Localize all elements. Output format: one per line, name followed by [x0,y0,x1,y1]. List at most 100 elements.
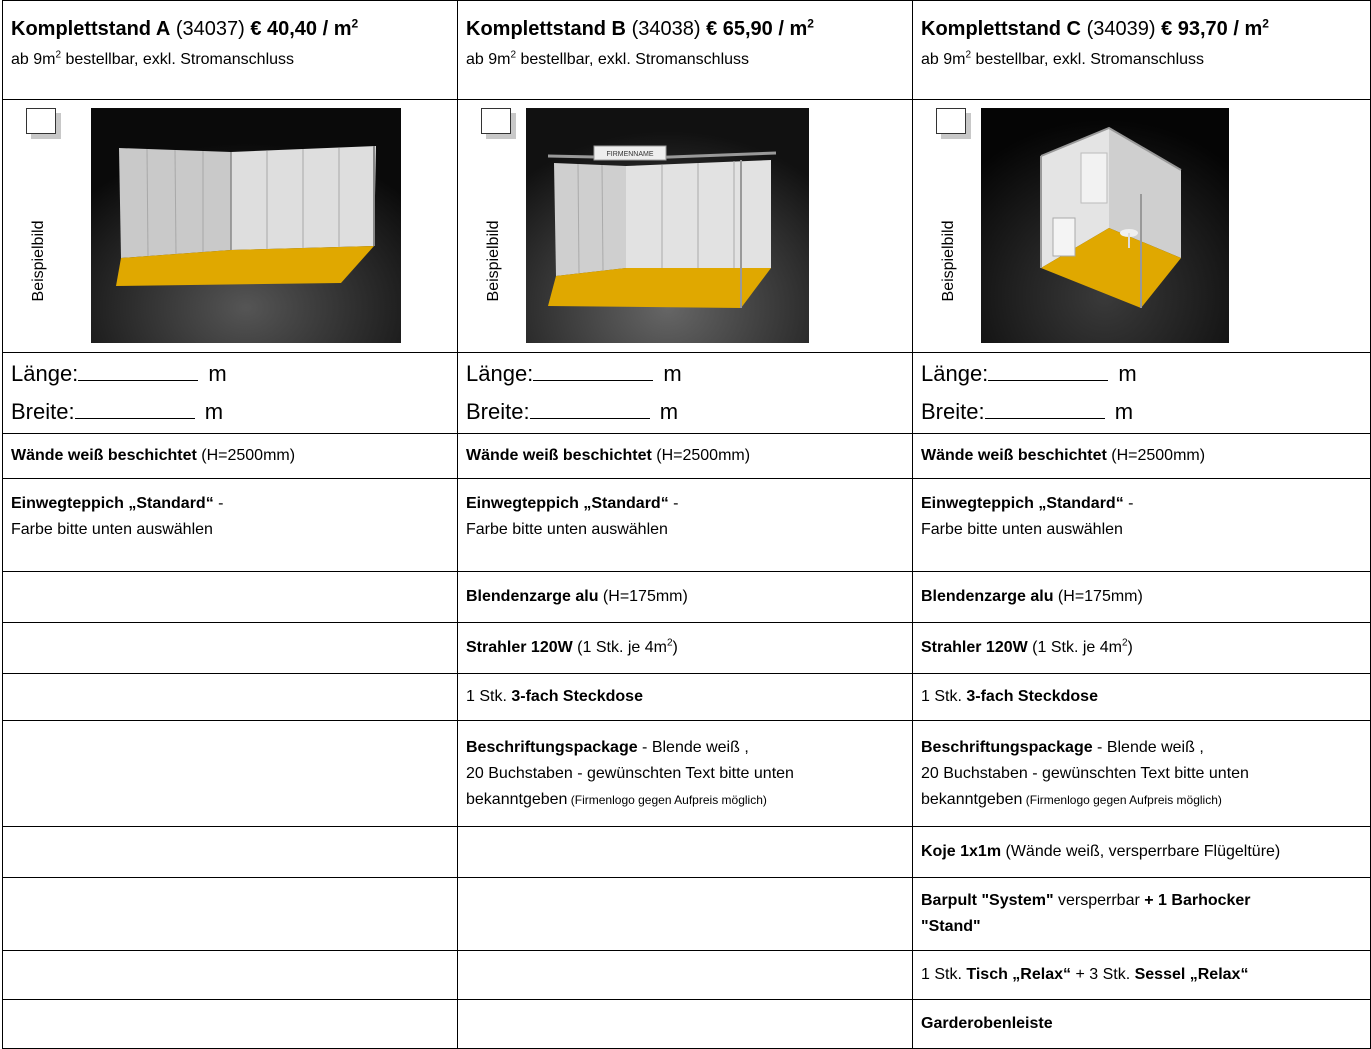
stand-a-header: Komplettstand A (34037) € 40,40 / m2 ab … [2,0,458,100]
chairs-qty: + 3 Stk. [1071,966,1135,983]
stand-a-dimensions: Länge: m Breite: m [2,352,458,434]
coat-rack-cell: Garderobenleiste [912,999,1371,1049]
bar-counter-row: Barpult "System" versperrbar + 1 Barhock… [2,877,1371,951]
image-row: Beispielbild [2,99,1371,353]
lettering-cell: Beschriftungspackage - Blende weiß , 20 … [912,720,1371,827]
coat-rack-row: Garderobenleiste [2,999,1371,1049]
carpet-title: Einwegteppich „Standard“ [466,495,669,512]
lettering-title: Beschriftungspackage [466,738,638,756]
strahler-note: (1 Stk. je 4m [572,639,667,656]
stand-code: (34039) [1086,18,1156,40]
min-size-sup: 2 [510,49,517,61]
blende-title: Blendenzarge alu [466,588,599,605]
min-size-sup: 2 [965,49,972,61]
coat-rack-title: Garderobenleiste [921,1015,1053,1032]
blende-row: Blendenzarge alu (H=175mm) Blendenzarge … [2,571,1371,623]
empty-cell [2,877,458,951]
stand-code: (34037) [175,18,245,40]
stand-c-checkbox[interactable] [936,108,966,134]
carpet-note: Farbe bitte unten auswählen [466,521,668,538]
bar-stool-title: + 1 Barhocker [1144,892,1251,909]
blende-title: Blendenzarge alu [921,588,1054,605]
cabin-title: Koje 1x1m [921,843,1002,860]
stand-a-photo [91,108,401,343]
table-title: Tisch „Relax“ [966,966,1071,983]
empty-cell [2,673,458,721]
lettering-note: 20 Buchstaben - gewünschten Text bitte u… [466,764,794,782]
empty-cell [2,720,458,827]
stand-price: € 65,90 / m [706,18,808,40]
walls-height: (H=2500mm) [1106,447,1206,464]
socket-title: 3-fach Steckdose [966,688,1098,705]
length-label: Länge: [921,361,989,386]
socket-qty: 1 Stk. [466,688,512,705]
width-field[interactable] [74,398,195,419]
price-unit-sup: 2 [1262,16,1269,31]
walls-row: Wände weiß beschichtet (H=2500mm) Wände … [2,433,1371,479]
width-label: Breite: [11,399,75,424]
min-size-sup: 2 [55,49,62,61]
length-field[interactable] [533,360,654,381]
price-unit-sup: 2 [807,16,814,31]
lettering-title: Beschriftungspackage [921,738,1093,756]
strahler-row: Strahler 120W (1 Stk. je 4m2) Strahler 1… [2,622,1371,674]
carpet-note: Farbe bitte unten auswählen [11,521,213,538]
carpet-dash: - [668,495,679,512]
stand-b-checkbox[interactable] [481,108,511,134]
stand-b-header: Komplettstand B (34038) € 65,90 / m2 ab … [457,0,913,100]
carpet-dash: - [1123,495,1134,512]
walls-height: (H=2500mm) [196,447,296,464]
stand-a-image-cell: Beispielbild [2,99,458,353]
width-field[interactable] [529,398,650,419]
stand-a-checkbox[interactable] [26,108,56,134]
walls-cell: Wände weiß beschichtet (H=2500mm) [457,433,913,479]
strahler-sup: 2 [666,637,673,649]
booth-cabin-row: Koje 1x1m (Wände weiß, versperrbare Flüg… [2,826,1371,878]
blende-cell: Blendenzarge alu (H=175mm) [912,571,1371,623]
strahler-cell: Strahler 120W (1 Stk. je 4m2) [912,622,1371,674]
stand-b-photo: FIRMENNAME [526,108,809,343]
lettering-desc: - Blende weiß , [1092,738,1204,756]
carpet-cell: Einwegteppich „Standard“ - Farbe bitte un… [912,478,1371,572]
empty-cell [2,950,458,1000]
bar-stool-name: "Stand" [921,918,981,935]
carpet-title: Einwegteppich „Standard“ [921,495,1124,512]
strahler-title: Strahler 120W [921,639,1028,656]
chairs-title: Sessel „Relax“ [1134,966,1249,983]
bar-counter-desc: versperrbar [1053,892,1145,909]
lettering-desc: - Blende weiß , [637,738,749,756]
walls-title: Wände weiß beschichtet [466,447,652,464]
walls-title: Wände weiß beschichtet [11,447,197,464]
strahler-close: ) [672,639,678,656]
min-size: ab 9m [921,51,966,68]
lettering-note: 20 Buchstaben - gewünschten Text bitte u… [921,764,1249,782]
strahler-note: (1 Stk. je 4m [1027,639,1122,656]
unit-label: m [204,399,224,424]
example-image-label: Beispielbild [30,220,47,302]
strahler-title: Strahler 120W [466,639,573,656]
example-image-label: Beispielbild [485,220,502,302]
empty-cell [2,999,458,1049]
length-field[interactable] [78,360,199,381]
header-row: Komplettstand A (34037) € 40,40 / m2 ab … [2,0,1371,100]
carpet-dash: - [213,495,224,512]
walls-cell: Wände weiß beschichtet (H=2500mm) [2,433,458,479]
empty-cell [2,826,458,878]
width-field[interactable] [984,398,1105,419]
carpet-row: Einwegteppich „Standard“ - Farbe bitte un… [2,478,1371,572]
bar-counter-title: Barpult "System" [921,892,1054,909]
empty-cell [2,622,458,674]
dimensions-row: Länge: m Breite: m Länge: m Breite: m Lä… [2,352,1371,434]
blende-height: (H=175mm) [598,588,688,605]
cabin-cell: Koje 1x1m (Wände weiß, versperrbare Flüg… [912,826,1371,878]
socket-qty: 1 Stk. [921,688,967,705]
strahler-sup: 2 [1121,637,1128,649]
carpet-cell: Einwegteppich „Standard“ - Farbe bitte un… [457,478,913,572]
stand-c-header: Komplettstand C (34039) € 93,70 / m2 ab … [912,0,1371,100]
stand-c-photo [981,108,1229,343]
length-field[interactable] [988,360,1109,381]
blende-cell: Blendenzarge alu (H=175mm) [457,571,913,623]
lettering-note2: bekanntgeben [921,790,1023,808]
walls-height: (H=2500mm) [651,447,751,464]
